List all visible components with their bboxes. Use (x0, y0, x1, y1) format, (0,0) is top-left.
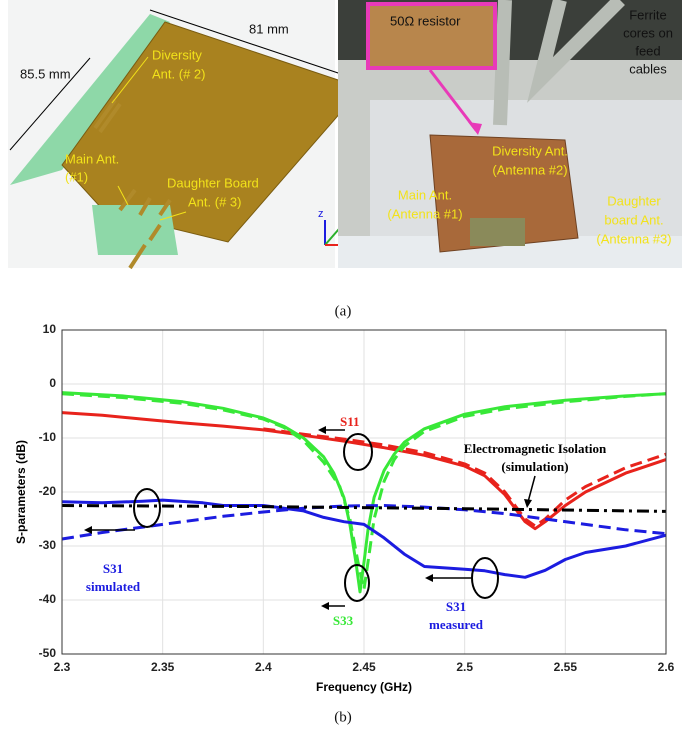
label: board Ant. (604, 212, 663, 227)
annotation: simulated (86, 579, 141, 594)
series-line (61, 504, 667, 541)
label: cables (629, 61, 667, 76)
label: Diversity Ant. (492, 143, 568, 158)
series-line (263, 427, 667, 528)
axis-label: z (318, 208, 324, 220)
y-tick-label: 0 (49, 376, 56, 390)
label: 85.5 mm (20, 66, 71, 81)
label: Ant. (# 3) (188, 194, 241, 209)
series-line (61, 504, 667, 513)
y-axis-label: S-parameters (dB) (14, 440, 28, 544)
plot: 10 0 -10 -20 -30 -40 -502.3 2.35 2.4 2.45 2.5 2.55 2… (39, 322, 675, 674)
label: 81 mm (249, 21, 289, 36)
caption: (a) (335, 303, 352, 319)
x-axis-label: Frequency (GHz) (316, 680, 412, 694)
label: Main Ant. (65, 151, 119, 166)
label: Daughter (607, 193, 661, 208)
series-line (61, 392, 667, 591)
series-line (61, 498, 667, 579)
label: Diversity (152, 47, 202, 62)
annotation: S31 (103, 561, 123, 576)
x-tick-label: 2.45 (352, 660, 376, 674)
x-tick-label: 2.5 (456, 660, 473, 674)
x-tick-label: 2.3 (54, 660, 71, 674)
label: (Antenna #3) (596, 231, 671, 246)
cad-render: 81 mm 85.5 mm Diversity Ant. (# 2) Main … (8, 0, 366, 270)
y-tick-label: -20 (39, 484, 57, 498)
y-tick-label: -30 (39, 538, 57, 552)
label: feed (635, 43, 660, 58)
label: (Antenna #1) (387, 206, 462, 221)
y-tick-label: -40 (39, 592, 57, 606)
annotations: S11 Electromagnetic Isolation (simulatio… (84, 414, 607, 632)
y-tick-label: -10 (39, 430, 57, 444)
annotation: (simulation) (501, 459, 568, 474)
annotation: Electromagnetic Isolation (464, 441, 607, 456)
x-tick-label: 2.6 (658, 660, 675, 674)
label: Ferrite (629, 7, 667, 22)
annotation: S33 (333, 613, 354, 628)
plot-frame (61, 329, 667, 655)
series-line (61, 411, 667, 531)
label: Main Ant. (398, 187, 452, 202)
label: (Antenna #2) (492, 162, 567, 177)
label: cores on (623, 25, 673, 40)
photo: 50Ω resistor Ferrite cores on feed cable… (338, 0, 682, 268)
caption: (b) (334, 709, 352, 725)
label: Ant. (# 2) (152, 66, 205, 81)
annotation: S31 (446, 599, 466, 614)
annotation: measured (429, 617, 484, 632)
label: 50Ω resistor (390, 13, 461, 28)
x-tick-label: 2.4 (255, 660, 272, 674)
annotation: S11 (340, 414, 360, 429)
y-tick-label: 10 (43, 322, 57, 336)
y-tick-label: -50 (39, 646, 57, 660)
label: Daughter Board (167, 175, 259, 190)
x-tick-label: 2.35 (151, 660, 175, 674)
x-tick-label: 2.55 (554, 660, 578, 674)
label: (#1) (65, 169, 88, 184)
